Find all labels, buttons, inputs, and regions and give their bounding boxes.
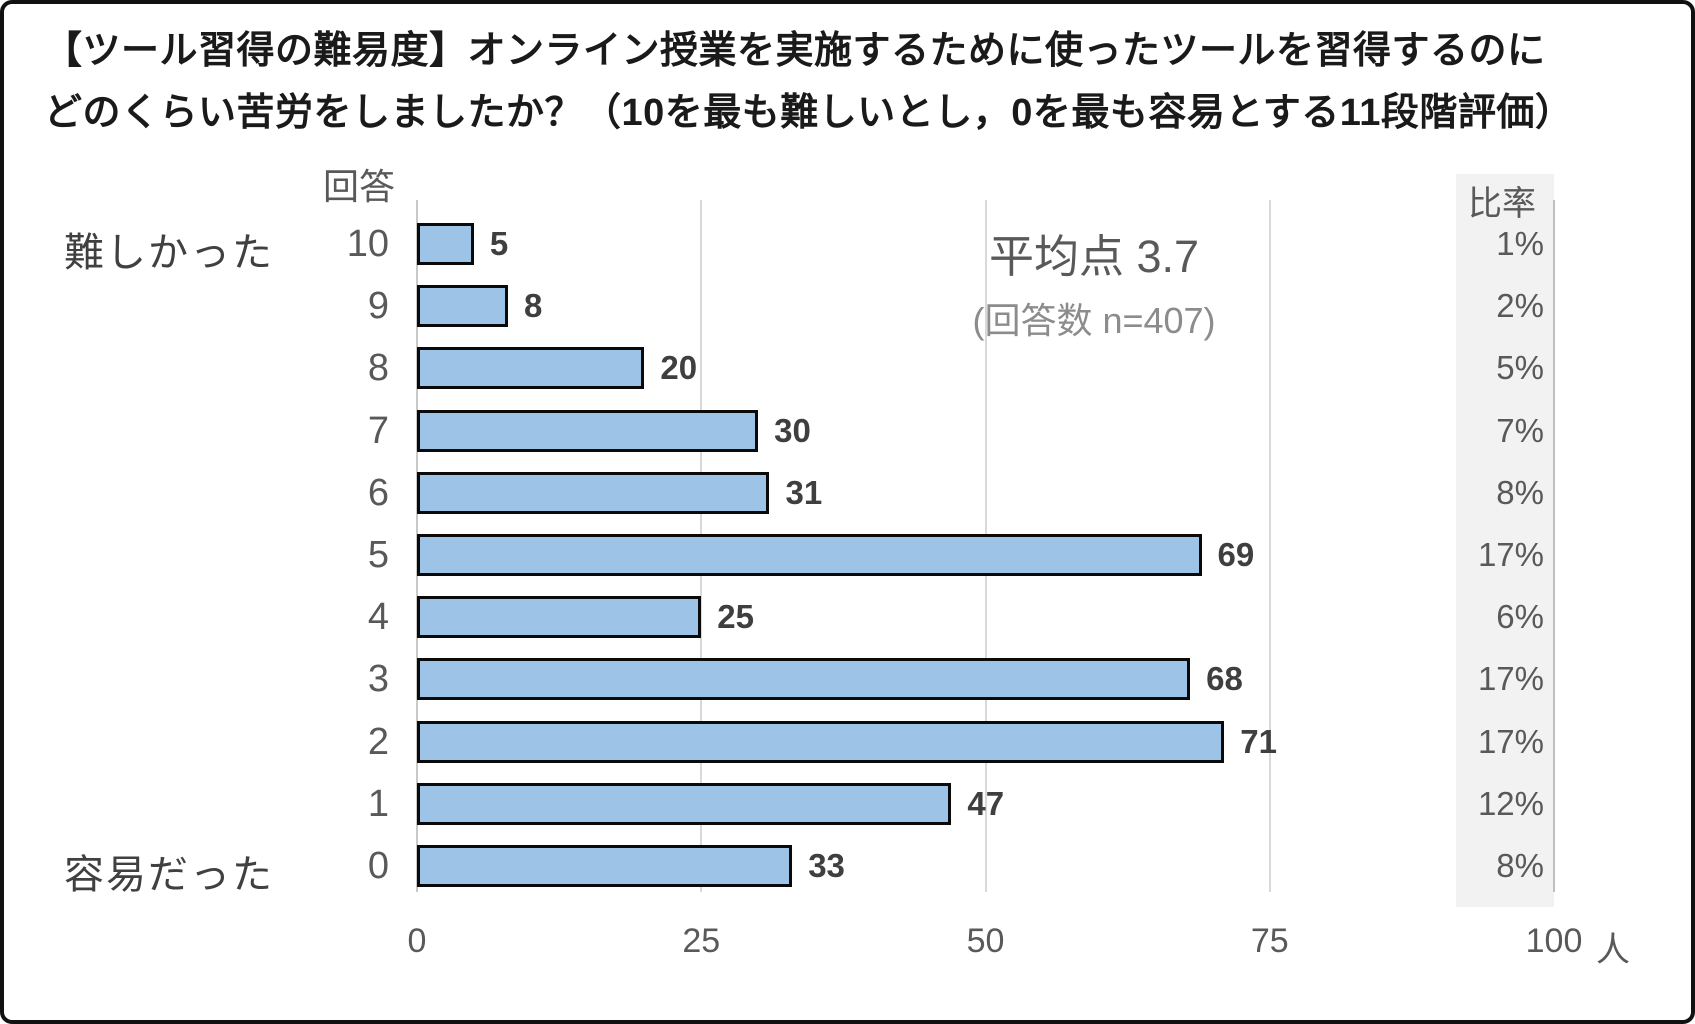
bar-6 xyxy=(417,471,770,514)
percent-label-10: 1% xyxy=(1496,225,1544,262)
category-label-9: 9 xyxy=(367,285,389,328)
value-label-0: 33 xyxy=(808,847,845,884)
value-label-3: 68 xyxy=(1206,660,1243,698)
chart-title: 【ツール習得の難易度】オンライン授業を実施するために使ったツールを習得するのに … xyxy=(44,20,1644,144)
percent-label-0: 8% xyxy=(1496,847,1544,884)
value-label-8: 20 xyxy=(660,349,698,387)
value-axis-tick-100: 100 xyxy=(1525,922,1583,960)
category-label-0: 0 xyxy=(367,845,389,887)
category-label-1: 1 xyxy=(367,782,389,825)
bar-4 xyxy=(417,596,702,639)
bar-1 xyxy=(417,782,952,825)
chart-title-line2: どのくらい苦労をしましたか？（10を最も難しいとし，0を最も容易とする11段階評… xyxy=(44,92,1574,134)
bar-10 xyxy=(417,223,474,265)
bar-3 xyxy=(417,658,1191,701)
category-label-5: 5 xyxy=(367,534,389,576)
value-label-7: 30 xyxy=(774,411,811,449)
value-axis-tick-75: 75 xyxy=(1250,922,1289,960)
value-axis-tick-0: 0 xyxy=(407,922,427,960)
percent-label-6: 8% xyxy=(1496,473,1544,511)
ratio-column-header: 比率 xyxy=(1468,185,1536,223)
percent-label-2: 17% xyxy=(1477,722,1544,760)
value-label-5: 69 xyxy=(1217,536,1255,573)
category-label-2: 2 xyxy=(367,720,389,763)
bar-8 xyxy=(417,347,645,390)
bar-0 xyxy=(417,845,793,887)
mean-score-annotation: 平均点 3.7 xyxy=(988,231,1200,282)
category-label-6: 6 xyxy=(367,471,389,514)
value-label-1: 47 xyxy=(967,784,1005,822)
percent-label-9: 2% xyxy=(1496,287,1544,325)
sample-size-annotation: (回答数 n=407) xyxy=(972,300,1216,341)
chart-title-line1: 【ツール習得の難易度】オンライン授業を実施するために使ったツールを習得するのに xyxy=(44,30,1546,72)
bar-9 xyxy=(417,285,508,328)
value-axis-tick-25: 25 xyxy=(682,922,721,960)
scale-end-label-difficult: 難しかった xyxy=(64,231,274,275)
category-label-4: 4 xyxy=(367,596,389,639)
percent-label-7: 7% xyxy=(1496,411,1544,449)
bar-7 xyxy=(417,409,759,452)
percent-label-8: 5% xyxy=(1496,349,1544,387)
value-label-6: 31 xyxy=(785,473,823,511)
category-axis-header: 回答 xyxy=(322,166,395,207)
bar-2 xyxy=(417,720,1225,763)
category-label-8: 8 xyxy=(367,347,389,390)
category-label-3: 3 xyxy=(367,658,389,701)
ratio-column-strip xyxy=(1456,174,1554,907)
value-label-9: 8 xyxy=(523,287,543,325)
percent-label-5: 17% xyxy=(1477,536,1544,573)
value-label-10: 5 xyxy=(489,225,509,262)
value-axis-unit-label: 人 xyxy=(1596,931,1630,969)
percent-label-1: 12% xyxy=(1477,784,1544,822)
gridline-75 xyxy=(1268,200,1271,892)
percent-label-3: 17% xyxy=(1477,660,1544,698)
percent-label-4: 6% xyxy=(1496,598,1544,636)
gridline-100 xyxy=(1553,200,1555,892)
scale-end-label-easy: 容易だった xyxy=(64,853,274,897)
value-label-2: 71 xyxy=(1240,722,1277,760)
bar-5 xyxy=(417,534,1202,576)
value-axis-tick-50: 50 xyxy=(966,922,1005,960)
category-label-7: 7 xyxy=(367,409,389,452)
category-label-10: 10 xyxy=(346,223,389,265)
value-label-4: 25 xyxy=(717,598,754,636)
